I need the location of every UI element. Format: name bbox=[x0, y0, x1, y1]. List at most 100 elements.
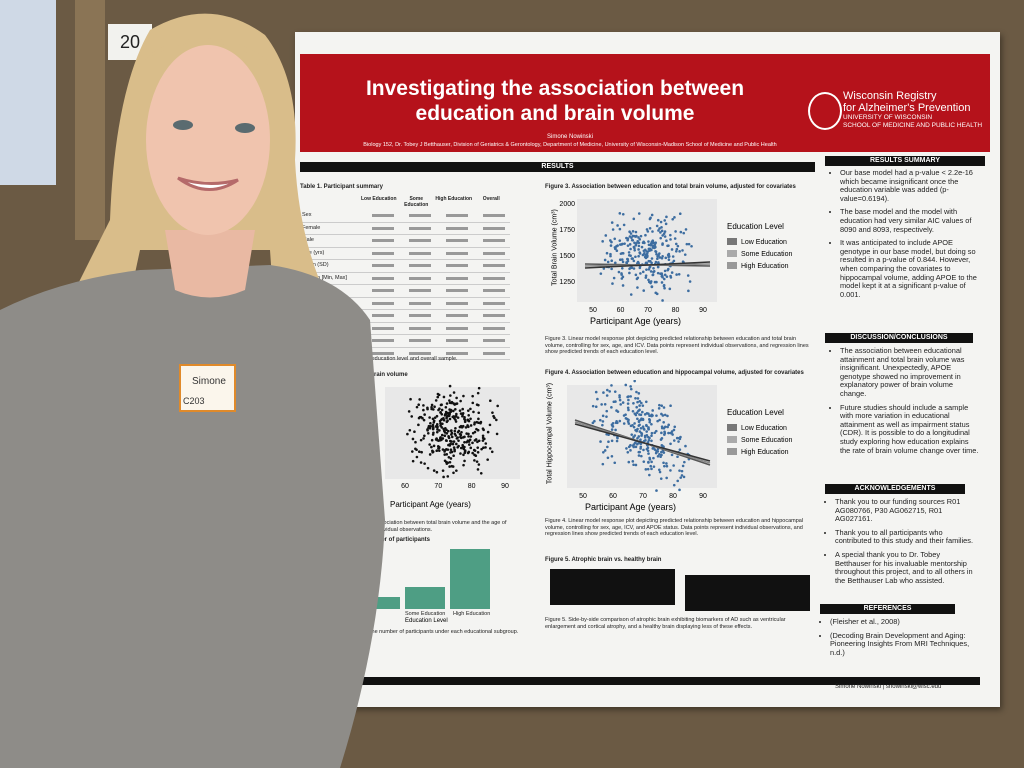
scatter-dot bbox=[641, 270, 645, 274]
scatter-dot bbox=[448, 412, 452, 416]
logo-crest bbox=[808, 92, 842, 130]
scatter-dot bbox=[442, 475, 445, 479]
scatter-dot bbox=[645, 228, 649, 231]
scatter-dot bbox=[672, 428, 676, 432]
scatter-dot bbox=[663, 464, 666, 468]
scatter-dot bbox=[626, 244, 630, 247]
cell bbox=[372, 289, 394, 292]
logo-line: SCHOOL OF MEDICINE AND PUBLIC HEALTH bbox=[843, 122, 983, 129]
legend-title: Education Level bbox=[727, 408, 784, 417]
scatter-dot bbox=[593, 419, 596, 423]
scatter-dot bbox=[658, 468, 661, 472]
column-header: Low Education bbox=[360, 196, 397, 202]
scatter-dot bbox=[461, 407, 464, 411]
scatter-dot bbox=[482, 428, 485, 432]
scatter-dot bbox=[463, 451, 467, 455]
scatter-dot bbox=[650, 414, 653, 418]
scatter-dot bbox=[601, 462, 605, 466]
scatter-dot bbox=[435, 430, 439, 434]
section-header: RESULTS bbox=[300, 162, 815, 172]
scatter-dot bbox=[457, 429, 461, 433]
scatter-dot bbox=[637, 212, 641, 215]
scatter-dot bbox=[642, 439, 646, 443]
scatter-dot bbox=[641, 425, 645, 428]
scatter-dot bbox=[441, 422, 444, 426]
scatter-dot bbox=[439, 424, 442, 427]
table-row: Mean (SD) bbox=[300, 260, 510, 273]
scatter-dot bbox=[415, 455, 419, 459]
scatter-dot bbox=[637, 236, 640, 239]
scatter-dot bbox=[426, 407, 429, 411]
scatter-dot bbox=[665, 215, 668, 219]
scatter-dot bbox=[422, 418, 426, 422]
figure-caption: Figure 3. Linear model response plot dep… bbox=[545, 336, 809, 356]
scatter-dot bbox=[654, 291, 658, 295]
scatter-dot bbox=[674, 242, 678, 246]
scatter-dot bbox=[633, 241, 636, 245]
scatter-dot bbox=[672, 483, 676, 487]
figure-caption: Figure 4. Linear model response plot dep… bbox=[545, 518, 804, 538]
scatter-dot bbox=[627, 398, 630, 402]
scatter-dot bbox=[678, 212, 682, 216]
scatter-dot bbox=[648, 420, 652, 424]
scatter-dot bbox=[486, 458, 489, 461]
section-header: DISCUSSION/CONCLUSIONS bbox=[825, 333, 973, 343]
scatter-dot bbox=[443, 434, 447, 438]
scatter-dot bbox=[420, 450, 423, 454]
scatter-dot bbox=[631, 230, 635, 233]
scatter-dot bbox=[453, 432, 457, 436]
scatter-dot bbox=[486, 430, 490, 434]
scatter-dot bbox=[618, 419, 622, 423]
scatter-dot bbox=[605, 409, 609, 413]
scatter-dot bbox=[445, 415, 449, 418]
x-tick-label: 80 bbox=[669, 493, 677, 500]
scatter-dot bbox=[646, 446, 650, 450]
scatter-dot bbox=[426, 428, 429, 431]
scatter-dot bbox=[635, 390, 638, 394]
scatter-dot bbox=[683, 253, 687, 256]
scatter-dot bbox=[650, 422, 653, 426]
scatter-dot bbox=[466, 439, 470, 442]
scatter-dot bbox=[638, 423, 641, 427]
scatter-plot: 50 60 70 80 90 Education Level Low Education So… bbox=[567, 380, 792, 500]
scatter-dot bbox=[620, 273, 623, 276]
smile bbox=[177, 176, 239, 191]
scatter-dot bbox=[667, 423, 670, 427]
scatter-dot bbox=[662, 421, 665, 424]
section-header: RESULTS SUMMARY bbox=[825, 156, 985, 166]
scatter-dot bbox=[635, 429, 638, 433]
figure: Figure 3. Association between education … bbox=[545, 184, 820, 364]
scatter-dot bbox=[667, 252, 671, 256]
scatter-dot bbox=[446, 475, 450, 478]
scatter-dot bbox=[631, 424, 634, 427]
scatter-dot bbox=[634, 445, 638, 449]
scatter-dot bbox=[645, 430, 648, 433]
scatter-dot bbox=[637, 420, 641, 424]
scatter-dot bbox=[436, 428, 439, 431]
table-row: Female bbox=[300, 223, 510, 235]
scatter-dot bbox=[655, 414, 658, 417]
scatter-dot bbox=[651, 447, 655, 450]
cell bbox=[409, 226, 431, 230]
scatter-dot bbox=[458, 409, 462, 412]
scatter-dot bbox=[680, 469, 684, 473]
scatter-dot bbox=[462, 394, 465, 398]
scatter-dot bbox=[629, 449, 632, 452]
scatter-dot bbox=[647, 435, 650, 439]
scatter-dot bbox=[639, 438, 642, 442]
figure-caption: the number of participants under each ed… bbox=[370, 629, 519, 635]
scatter-dot bbox=[414, 440, 417, 444]
scatter-dot bbox=[605, 394, 609, 397]
scatter-dot bbox=[632, 463, 635, 467]
scatter-dot bbox=[460, 430, 463, 434]
cell bbox=[483, 301, 505, 305]
scatter-dot bbox=[419, 415, 423, 419]
scatter-dot bbox=[624, 383, 628, 387]
scatter-dot bbox=[659, 455, 662, 459]
cell bbox=[446, 326, 468, 330]
scatter-dot bbox=[677, 436, 681, 440]
scatter-dot bbox=[457, 444, 460, 448]
scatter-dot bbox=[678, 250, 681, 253]
scatter-dot bbox=[452, 454, 455, 457]
scatter-dot bbox=[611, 282, 614, 285]
